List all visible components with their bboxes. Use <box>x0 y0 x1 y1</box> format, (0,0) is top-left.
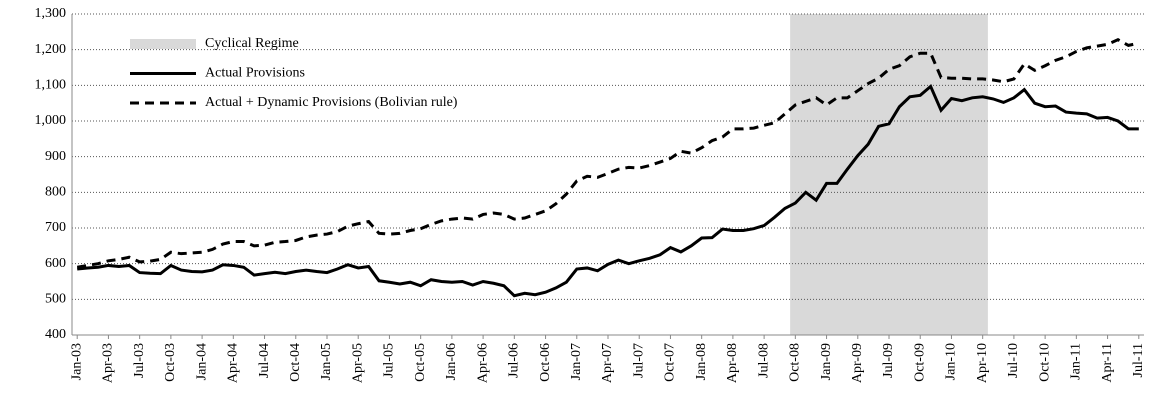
x-tick-label: Apr-03 <box>101 343 116 383</box>
x-tick-label: Oct-07 <box>663 343 678 382</box>
x-tick-label: Jan-08 <box>694 343 709 380</box>
series-line <box>77 83 1139 298</box>
x-tick-label: Jan-11 <box>1069 343 1084 380</box>
x-tick-label: Oct-03 <box>163 343 178 382</box>
x-tick-label: Apr-08 <box>725 343 740 383</box>
series-line <box>76 38 1140 269</box>
x-tick-label: Apr-09 <box>850 343 865 383</box>
x-tick-label: Oct-04 <box>288 343 303 382</box>
x-tick-label: Jan-09 <box>819 343 834 380</box>
x-tick-label: Apr-04 <box>226 343 241 383</box>
y-tick-label: 900 <box>45 149 66 164</box>
y-tick-label: 400 <box>45 327 66 342</box>
x-tick-label: Jul-09 <box>881 343 896 378</box>
x-tick-label: Apr-06 <box>475 343 490 383</box>
y-tick-label: 700 <box>45 220 66 235</box>
x-tick-label: Jul-08 <box>756 343 771 378</box>
x-tick-label: Oct-09 <box>912 343 927 382</box>
x-tick-label: Jan-04 <box>194 343 209 380</box>
y-tick-label: 500 <box>45 292 66 307</box>
x-tick-label: Jul-03 <box>132 343 147 378</box>
legend-label: Cyclical Regime <box>205 36 299 51</box>
x-tick-label: Jan-10 <box>944 343 959 380</box>
x-tick-label: Jan-05 <box>319 343 334 380</box>
y-tick-label: 1,000 <box>35 113 67 128</box>
x-tick-label: Oct-10 <box>1037 343 1052 382</box>
x-tick-label: Oct-08 <box>788 343 803 382</box>
x-tick-label: Apr-10 <box>975 343 990 383</box>
y-tick-label: 1,200 <box>35 42 67 57</box>
x-tick-label: Apr-07 <box>600 343 615 383</box>
y-tick-label: 1,100 <box>35 78 67 93</box>
x-tick-label: Jul-04 <box>257 343 272 378</box>
x-tick-label: Jul-05 <box>382 343 397 378</box>
x-tick-label: Jan-06 <box>444 343 459 380</box>
legend-label: Actual + Dynamic Provisions (Bolivian ru… <box>205 95 458 110</box>
y-tick-label: 1,300 <box>35 6 67 21</box>
x-tick-label: Jul-06 <box>507 343 522 378</box>
x-tick-label: Jul-10 <box>1006 343 1021 378</box>
x-tick-label: Jan-07 <box>569 343 584 380</box>
y-tick-label: 600 <box>45 256 66 271</box>
x-tick-label: Apr-05 <box>350 343 365 383</box>
x-tick-label: Jul-07 <box>631 343 646 378</box>
legend-label: Actual Provisions <box>205 66 305 81</box>
shaded-region <box>790 14 988 335</box>
legend-swatch <box>130 39 196 49</box>
x-tick-label: Jul-11 <box>1131 343 1146 377</box>
x-tick-label: Jan-03 <box>69 343 84 380</box>
y-tick-label: 800 <box>45 185 66 200</box>
x-tick-label: Oct-05 <box>413 343 428 382</box>
x-tick-label: Oct-06 <box>538 343 553 382</box>
x-tick-label: Apr-11 <box>1100 343 1115 383</box>
